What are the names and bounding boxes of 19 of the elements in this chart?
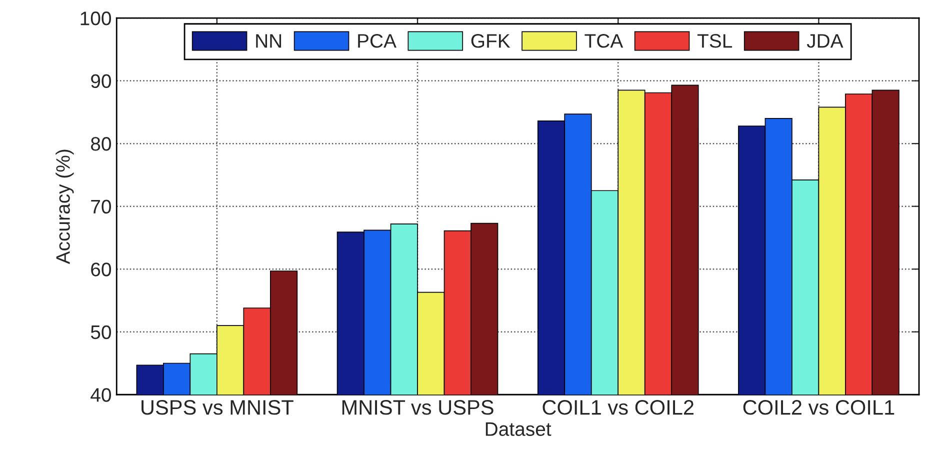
y-tick-label: 40 xyxy=(90,388,112,402)
x-axis-title: Dataset xyxy=(486,422,552,436)
y-tick-label: 60 xyxy=(91,262,112,276)
y-tick-label: 90 xyxy=(91,74,112,88)
legend-label: PCA xyxy=(358,34,396,48)
legend-label: GFK xyxy=(471,34,510,48)
y-axis-title: Accuracy (%) xyxy=(56,150,74,264)
legend-label: JDA xyxy=(806,34,844,48)
x-tick-label: COIL2 vs COIL1 xyxy=(743,400,894,415)
y-tick-label: 80 xyxy=(90,137,112,151)
y-tick-label: 50 xyxy=(90,325,112,340)
x-tick-label: MNIST vs USPS xyxy=(342,400,494,415)
y-tick-label: 70 xyxy=(91,200,112,214)
legend-label: NN xyxy=(256,34,282,48)
x-tick-label: USPS vs MNIST xyxy=(142,400,294,415)
legend-label: TSL xyxy=(697,34,732,48)
x-tick-label: COIL1 vs COIL2 xyxy=(542,400,694,415)
legend-label: TCA xyxy=(584,34,624,48)
y-tick-label: 100 xyxy=(80,12,112,26)
